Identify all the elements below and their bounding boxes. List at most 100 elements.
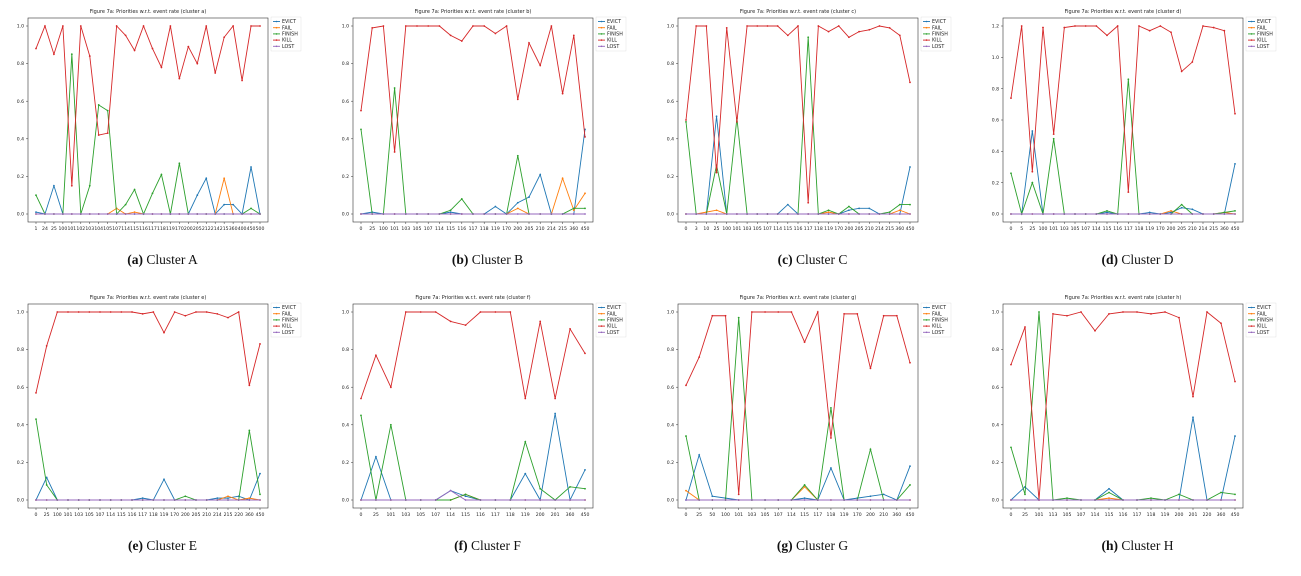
data-point-kill [1223,29,1226,32]
legend-label: FAIL [932,25,942,31]
data-point-kill [141,312,144,315]
chart-title: Figure 7a: Priorities w.r.t. event rate … [90,9,207,15]
series-line-fail [685,486,910,501]
data-point-kill [898,34,901,37]
data-point-kill [56,311,59,313]
data-point-lost [1066,499,1068,501]
legend-label: LOST [607,330,619,336]
data-point-lost [259,213,261,215]
x-tick-label: 0 [685,226,688,232]
data-point-kill [106,132,109,135]
data-point-finish [869,448,872,451]
data-point-kill [61,25,64,27]
data-point-lost [434,499,437,501]
data-point-kill [711,314,714,317]
data-point-finish [45,484,48,486]
data-point-finish [1108,491,1110,494]
y-tick-label: 0.4 [992,149,999,155]
y-tick-label: 0.0 [17,498,24,504]
data-point-kill [1108,312,1110,315]
series-line-finish [35,419,261,501]
data-point-lost [427,213,430,215]
data-point-evict [848,209,850,212]
data-point-lost [888,213,891,215]
data-point-lost [711,499,714,501]
data-point-lost [882,499,885,501]
x-tick-label: 119 [521,512,530,518]
data-point-lost [1052,213,1055,215]
x-tick-label: 107 [424,226,433,232]
x-tick-label: 102 [76,226,85,232]
data-point-finish [1150,497,1152,500]
data-point-kill [494,311,497,313]
data-point-evict [1170,211,1172,214]
y-tick-label: 1.0 [17,310,24,316]
data-point-finish [1010,446,1012,449]
data-point-lost [868,213,871,215]
x-tick-label: 117 [148,226,157,232]
legend-marker [1250,26,1253,29]
x-tick-label: 210 [536,226,545,232]
y-tick-label: 0.0 [992,212,999,218]
x-tick-label: 119 [824,226,833,232]
data-point-lost [35,499,37,501]
data-point-kill [35,391,37,394]
data-point-lost [97,213,100,215]
data-point-kill [173,311,176,313]
data-point-kill [1180,70,1183,73]
x-tick-label: 200 [1175,512,1184,518]
data-point-fail [227,495,229,498]
x-tick-label: 201 [551,512,560,518]
line-chart: Figure 7a: Priorities w.r.t. event rate … [667,9,952,232]
data-point-kill [494,32,497,35]
data-point-kill [1138,25,1140,27]
x-tick-label: 215 [220,226,229,232]
data-point-kill [807,201,810,204]
data-point-lost [151,213,154,215]
x-tick-label: 118 [1147,512,1156,518]
data-point-lost [106,213,109,215]
data-point-finish [70,53,73,56]
data-point-kill [685,384,687,387]
plot-frame [27,303,269,509]
data-point-kill [827,30,830,33]
series-line-fail [361,176,586,215]
subplot-3: Figure 7a: Priorities w.r.t. event rate … [650,4,975,290]
data-point-kill [868,28,871,31]
data-point-lost [1138,213,1140,215]
y-tick-label: 0.8 [17,347,24,353]
caption-label: (g) [776,538,793,553]
legend-marker [1250,325,1253,327]
caption-text: Cluster C [795,252,848,267]
data-point-kill [460,40,463,42]
legend-marker [1250,45,1253,48]
data-point-finish [160,173,163,176]
data-point-finish [516,154,519,157]
y-tick-label: 0.0 [667,212,674,218]
data-point-lost [756,213,759,215]
data-point-kill [572,34,575,37]
data-point-lost [438,213,441,215]
x-tick-label: 116 [476,512,485,518]
data-point-lost [449,213,452,215]
x-tick-label: 200 [181,512,190,518]
subfigure-caption: (a) Cluster A [0,252,325,268]
chart-title: Figure 7a: Priorities w.r.t. event rate … [740,295,857,301]
data-point-kill [142,25,145,27]
line-chart: Figure 7a: Priorities w.r.t. event rate … [342,295,627,518]
data-point-evict [698,453,701,456]
data-point-kill [163,331,165,334]
x-tick-label: 115 [1105,512,1114,518]
data-point-kill [715,171,718,174]
data-point-finish [1038,311,1040,313]
x-tick-label: 118 [149,512,158,518]
legend-marker [1250,331,1253,334]
data-point-lost [163,499,165,501]
data-point-lost [77,499,80,501]
series-line-finish [1010,311,1236,501]
chart-title: Figure 7a: Priorities w.r.t. event rate … [415,9,532,15]
data-point-finish [1052,137,1055,140]
data-point-lost [419,499,422,501]
data-point-finish [827,209,830,212]
data-point-evict [584,469,586,471]
